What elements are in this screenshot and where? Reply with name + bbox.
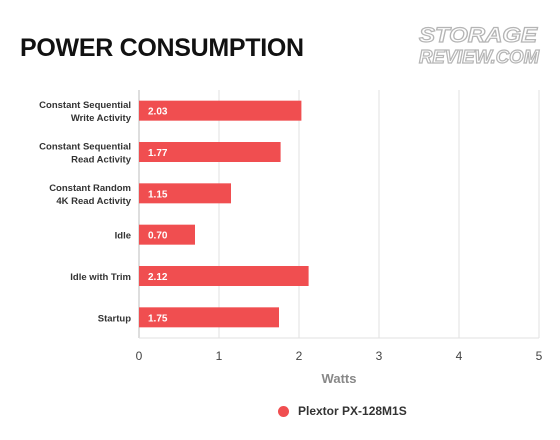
data-label: 1.77 [148,148,168,159]
category-label-line: Startup [98,313,131,324]
bar [139,224,195,245]
category-label-line: Read Activity [71,155,132,166]
x-axis-ticks: 0 1 2 3 4 5 [136,349,543,363]
bars: 2.03 1.77 1.15 0.70 2.12 1.75 [139,100,309,328]
bar [139,142,281,162]
category-label: Startup [98,313,131,324]
category-label-line: Write Activity [71,113,132,124]
chart-title: POWER CONSUMPTION [20,34,304,62]
x-tick-label: 4 [456,349,463,363]
category-label-line: Constant Sequential [39,100,131,111]
data-label: 0.70 [148,231,168,242]
x-axis-title: Watts [322,371,357,386]
data-label: 1.15 [148,189,168,200]
x-tick-label: 0 [136,349,143,363]
category-label-line: Idle [115,231,131,242]
legend: Plextor PX-128M1S [278,404,407,418]
x-tick-label: 5 [536,349,543,363]
data-label: 1.75 [148,313,168,324]
category-label: Constant Random 4K Read Activity [49,183,132,207]
category-label: Constant Sequential Read Activity [39,142,132,166]
category-label: Constant Sequential Write Activity [39,100,132,124]
category-labels: Constant Sequential Write ActivityConstan… [39,100,132,324]
data-label: 2.03 [148,107,168,118]
bar [139,183,231,204]
category-label: Idle with Trim [70,272,131,283]
data-label: 2.12 [148,272,168,283]
x-tick-label: 2 [296,349,303,363]
category-label-line: Idle with Trim [70,272,131,283]
watermark-line-2: REVIEW.COM [419,47,540,67]
category-label-line: Constant Random [49,183,131,194]
bar [139,100,302,121]
legend-label: Plextor PX-128M1S [298,404,407,418]
x-tick-label: 1 [216,349,223,363]
watermark-line-1: STORAGE [419,24,538,47]
category-label-line: 4K Read Activity [56,196,131,207]
bar [139,307,279,328]
grid-lines [138,90,540,339]
category-label: Idle [115,231,131,242]
storagereview-watermark-logo: STORAGE REVIEW.COM [418,23,540,67]
category-label-line: Constant Sequential [39,142,131,153]
bar [139,266,309,286]
legend-swatch [278,405,289,417]
x-tick-label: 3 [376,349,383,363]
